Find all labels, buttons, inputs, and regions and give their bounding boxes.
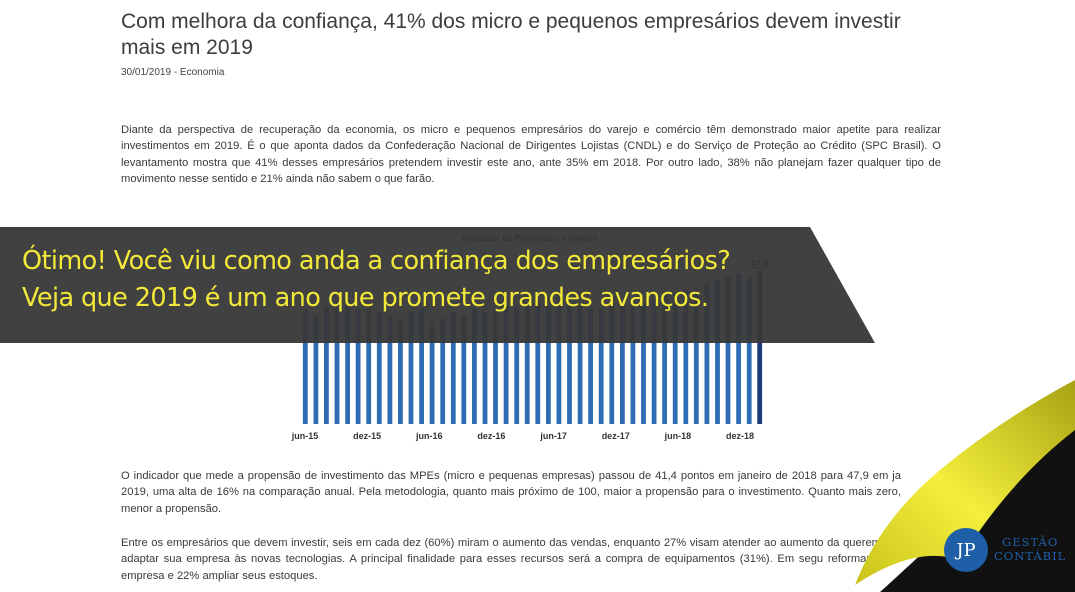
chart-tick-label: dez-15 bbox=[353, 431, 381, 441]
chart-svg: Indicador de Propensão a Investir47,9jun… bbox=[291, 233, 769, 441]
article-title: Com melhora da confiança, 41% dos micro … bbox=[121, 10, 901, 59]
chart-bar bbox=[398, 318, 403, 424]
chart-bar bbox=[313, 315, 319, 424]
chart-bar bbox=[598, 308, 604, 424]
chart-bar bbox=[345, 305, 350, 424]
banner-line-1: Ótimo! Você viu como anda a confiança do… bbox=[22, 246, 731, 276]
chart-bar bbox=[408, 312, 414, 424]
propensity-chart: Indicador de Propensão a Investir47,9jun… bbox=[285, 226, 785, 446]
promo-banner: Ótimo! Você viu como anda a confiança do… bbox=[0, 227, 875, 343]
chart-bar bbox=[482, 312, 488, 424]
chart-bar bbox=[641, 302, 646, 424]
chart-bar bbox=[704, 283, 710, 424]
article-paragraph-3: Entre os empresários que devem investir,… bbox=[121, 537, 881, 582]
chart-bar bbox=[472, 308, 477, 424]
chart-bar bbox=[672, 292, 678, 424]
chart-bar bbox=[355, 308, 361, 424]
chart-bar bbox=[577, 305, 583, 424]
chart-bar bbox=[683, 289, 689, 424]
chart-bar bbox=[757, 270, 763, 424]
chart-bar bbox=[736, 273, 741, 424]
chart-bar bbox=[366, 308, 372, 424]
chart-bar bbox=[302, 308, 308, 424]
chart-tick-label: jun-16 bbox=[415, 431, 443, 441]
chart-bar bbox=[514, 305, 520, 424]
chart-bar bbox=[524, 305, 530, 424]
chart-bar bbox=[662, 296, 667, 424]
chart-bar bbox=[376, 312, 382, 424]
page-curl-shadow bbox=[880, 405, 1075, 592]
chart-bar bbox=[493, 308, 498, 424]
logo-text: GESTÃO CONTÁBIL bbox=[994, 535, 1066, 563]
chart-bar bbox=[535, 302, 541, 424]
article-meta: 30/01/2019 - Economia bbox=[121, 67, 225, 78]
chart-bar bbox=[429, 321, 435, 424]
chart-tick-label: jun-18 bbox=[664, 431, 692, 441]
article-paragraph-1: Diante da perspectiva de recuperação da … bbox=[121, 124, 941, 186]
logo-line-1: GESTÃO bbox=[1002, 535, 1059, 549]
chart-bar bbox=[620, 305, 625, 424]
chart-bar bbox=[588, 308, 593, 424]
chart-bar bbox=[609, 305, 615, 424]
chart-tick-label: jun-17 bbox=[539, 431, 567, 441]
chart-bar bbox=[440, 318, 446, 424]
chart-bar bbox=[567, 302, 572, 424]
chart-tick-label: dez-18 bbox=[726, 431, 754, 441]
chart-bar bbox=[419, 308, 424, 424]
chart-bar bbox=[630, 302, 636, 424]
banner-line-2: Veja que 2019 é um ano que promete grand… bbox=[22, 283, 709, 313]
chart-bar bbox=[651, 299, 657, 424]
page-curl-flap bbox=[855, 380, 1075, 585]
chart-bar bbox=[324, 305, 329, 424]
chart-tick-label: dez-17 bbox=[602, 431, 630, 441]
chart-bar bbox=[450, 312, 456, 424]
chart-bar bbox=[461, 315, 467, 424]
article-paragraph-2: O indicador que mede a propensão de inve… bbox=[121, 470, 901, 515]
logo-line-2: CONTÁBIL bbox=[994, 549, 1067, 563]
chart-bar bbox=[725, 276, 731, 424]
chart-bar bbox=[556, 302, 562, 424]
chart-bar bbox=[546, 305, 551, 424]
chart-tick-label: dez-16 bbox=[477, 431, 505, 441]
chart-tick-label: jun-15 bbox=[291, 431, 319, 441]
chart-bar bbox=[693, 286, 699, 424]
logo-mark: JP bbox=[944, 528, 988, 572]
chart-bar bbox=[334, 308, 340, 424]
chart-bar bbox=[387, 315, 393, 424]
chart-bar bbox=[503, 305, 509, 424]
gestao-contabil-logo: JP GESTÃO CONTÁBIL bbox=[944, 528, 1072, 574]
chart-bar bbox=[746, 276, 752, 424]
chart-bar bbox=[715, 280, 720, 424]
